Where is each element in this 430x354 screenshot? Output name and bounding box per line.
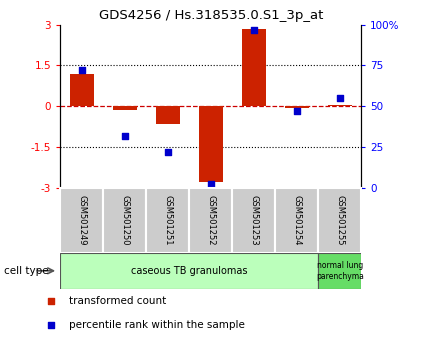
Bar bbox=[275, 188, 318, 253]
Bar bbox=[70, 74, 94, 106]
Point bbox=[78, 68, 85, 73]
Point bbox=[47, 322, 54, 328]
Point bbox=[336, 95, 343, 101]
Point bbox=[207, 182, 214, 187]
Bar bbox=[60, 253, 318, 289]
Text: cell type: cell type bbox=[4, 266, 49, 276]
Bar bbox=[232, 188, 275, 253]
Text: GDS4256 / Hs.318535.0.S1_3p_at: GDS4256 / Hs.318535.0.S1_3p_at bbox=[98, 9, 323, 22]
Point bbox=[47, 298, 54, 304]
Point bbox=[250, 27, 257, 33]
Text: GSM501250: GSM501250 bbox=[120, 195, 129, 246]
Bar bbox=[113, 106, 137, 110]
Bar bbox=[242, 29, 266, 106]
Text: GSM501254: GSM501254 bbox=[292, 195, 301, 246]
Bar bbox=[146, 188, 189, 253]
Text: transformed count: transformed count bbox=[70, 296, 167, 307]
Bar bbox=[328, 105, 351, 106]
Bar bbox=[318, 188, 361, 253]
Text: percentile rank within the sample: percentile rank within the sample bbox=[70, 320, 246, 330]
Bar bbox=[189, 188, 232, 253]
Point bbox=[121, 133, 128, 138]
Bar bbox=[199, 106, 223, 182]
Point bbox=[164, 149, 171, 155]
Bar bbox=[60, 188, 103, 253]
Text: GSM501249: GSM501249 bbox=[77, 195, 86, 246]
Point bbox=[293, 108, 300, 114]
Bar bbox=[103, 188, 146, 253]
Text: GSM501252: GSM501252 bbox=[206, 195, 215, 246]
Bar bbox=[285, 106, 308, 108]
Text: normal lung
parenchyma: normal lung parenchyma bbox=[316, 261, 364, 280]
Text: GSM501253: GSM501253 bbox=[249, 195, 258, 246]
Bar bbox=[156, 106, 180, 124]
Text: GSM501255: GSM501255 bbox=[335, 195, 344, 246]
Bar bbox=[318, 253, 361, 289]
Text: caseous TB granulomas: caseous TB granulomas bbox=[131, 266, 247, 276]
Text: GSM501251: GSM501251 bbox=[163, 195, 172, 246]
